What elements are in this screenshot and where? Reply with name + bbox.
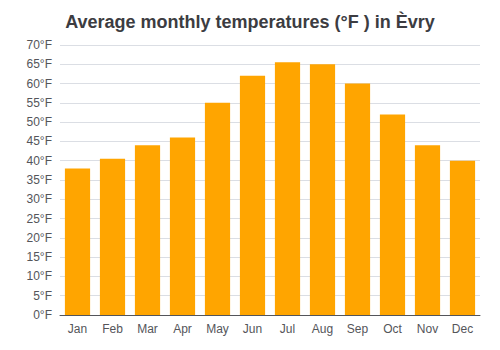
svg-text:60°F: 60°F xyxy=(27,77,52,91)
svg-text:Jan: Jan xyxy=(68,322,87,336)
svg-text:10°F: 10°F xyxy=(27,269,52,283)
svg-text:Sep: Sep xyxy=(347,322,369,336)
svg-text:25°F: 25°F xyxy=(27,212,52,226)
svg-text:Apr: Apr xyxy=(173,322,192,336)
svg-text:Dec: Dec xyxy=(452,322,473,336)
svg-text:Average monthly temperatures (: Average monthly temperatures (°F ) in Èv… xyxy=(65,11,435,32)
svg-text:Aug: Aug xyxy=(312,322,333,336)
svg-text:55°F: 55°F xyxy=(27,96,52,110)
svg-text:May: May xyxy=(206,322,229,336)
svg-text:Jun: Jun xyxy=(243,322,262,336)
svg-text:70°F: 70°F xyxy=(27,38,52,52)
svg-text:30°F: 30°F xyxy=(27,192,52,206)
svg-text:45°F: 45°F xyxy=(27,134,52,148)
svg-text:Feb: Feb xyxy=(102,322,123,336)
svg-text:35°F: 35°F xyxy=(27,173,52,187)
svg-text:0°F: 0°F xyxy=(33,308,52,322)
svg-text:40°F: 40°F xyxy=(27,154,52,168)
svg-text:Mar: Mar xyxy=(137,322,158,336)
svg-text:65°F: 65°F xyxy=(27,57,52,71)
svg-text:50°F: 50°F xyxy=(27,115,52,129)
svg-text:Jul: Jul xyxy=(280,322,295,336)
svg-text:Oct: Oct xyxy=(383,322,402,336)
svg-text:5°F: 5°F xyxy=(33,289,52,303)
svg-text:15°F: 15°F xyxy=(27,250,52,264)
svg-text:Nov: Nov xyxy=(417,322,438,336)
svg-text:20°F: 20°F xyxy=(27,231,52,245)
